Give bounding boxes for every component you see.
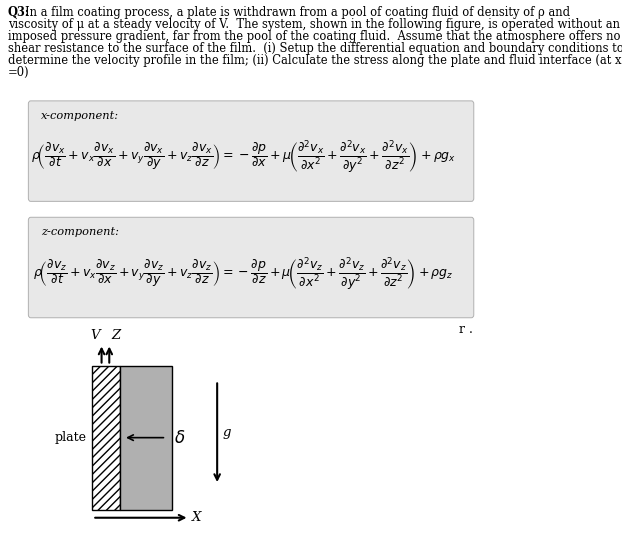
Text: shear resistance to the surface of the film.  (i) Setup the differential equatio: shear resistance to the surface of the f…	[7, 42, 622, 55]
FancyBboxPatch shape	[29, 217, 474, 318]
Text: X: X	[192, 511, 201, 524]
Text: Z: Z	[111, 329, 121, 342]
Text: =0): =0)	[7, 66, 29, 79]
Text: In a film coating process, a plate is withdrawn from a pool of coating fluid of : In a film coating process, a plate is wi…	[24, 7, 570, 20]
Text: g: g	[223, 426, 231, 439]
Text: $\rho\!\left(\dfrac{\partial v_x}{\partial t}+v_x\dfrac{\partial v_x}{\partial x: $\rho\!\left(\dfrac{\partial v_x}{\parti…	[30, 138, 456, 175]
Text: $\rho\!\left(\dfrac{\partial v_z}{\partial t}+v_x\dfrac{\partial v_z}{\partial x: $\rho\!\left(\dfrac{\partial v_z}{\parti…	[33, 255, 453, 292]
Text: imposed pressure gradient, far from the pool of the coating fluid.  Assume that : imposed pressure gradient, far from the …	[7, 30, 620, 43]
Text: plate: plate	[54, 431, 86, 444]
Text: V: V	[90, 329, 100, 342]
Text: r .: r .	[459, 323, 473, 336]
Text: determine the velocity profile in the film; (ii) Calculate the stress along the : determine the velocity profile in the fi…	[7, 54, 621, 67]
FancyBboxPatch shape	[29, 101, 474, 201]
Bar	[120, 365, 172, 510]
Text: $\delta$: $\delta$	[174, 428, 185, 447]
Bar	[92, 365, 120, 510]
Text: z-component:: z-component:	[42, 227, 119, 237]
Text: x-component:: x-component:	[42, 111, 119, 121]
Text: Q3:: Q3:	[7, 7, 30, 20]
Text: viscosity of μ at a steady velocity of V.  The system, shown in the following fi: viscosity of μ at a steady velocity of V…	[7, 18, 620, 31]
